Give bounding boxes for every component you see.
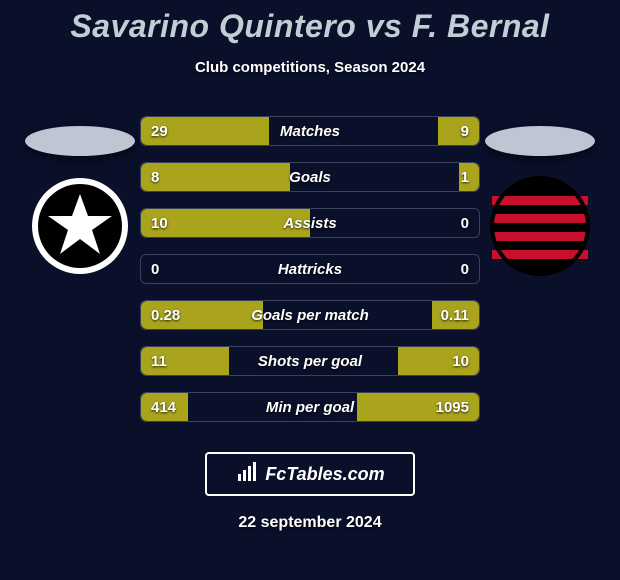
stat-row: 0Hattricks0 bbox=[140, 254, 480, 284]
date-label: 22 september 2024 bbox=[238, 514, 381, 532]
stat-value-left: 414 bbox=[141, 399, 201, 416]
stat-value-right: 0 bbox=[419, 261, 479, 278]
stat-row: 11Shots per goal10 bbox=[140, 346, 480, 376]
stat-value-left: 10 bbox=[141, 215, 201, 232]
player-right-ellipse bbox=[485, 126, 595, 156]
flamengo-crest-icon bbox=[490, 176, 590, 276]
stat-value-right: 9 bbox=[419, 123, 479, 140]
stat-value-right: 1 bbox=[419, 169, 479, 186]
stat-label: Assists bbox=[201, 215, 419, 232]
stat-value-left: 11 bbox=[141, 353, 201, 370]
page-title: Savarino Quintero vs F. Bernal bbox=[70, 8, 549, 45]
subtitle: Club competitions, Season 2024 bbox=[195, 59, 425, 76]
stat-value-right: 0.11 bbox=[419, 307, 479, 324]
stat-value-left: 0.28 bbox=[141, 307, 201, 324]
comparison-panel: 29Matches98Goals110Assists00Hattricks00.… bbox=[0, 116, 620, 422]
player-left-side bbox=[20, 116, 140, 276]
stat-row: 8Goals1 bbox=[140, 162, 480, 192]
stat-row: 10Assists0 bbox=[140, 208, 480, 238]
botafogo-crest-icon bbox=[30, 176, 130, 276]
brand-label: FcTables.com bbox=[265, 464, 384, 485]
player-right-side bbox=[480, 116, 600, 276]
player-left-ellipse bbox=[25, 126, 135, 156]
stat-label: Goals bbox=[201, 169, 419, 186]
stat-value-right: 1095 bbox=[419, 399, 479, 416]
stat-label: Matches bbox=[201, 123, 419, 140]
stat-value-left: 8 bbox=[141, 169, 201, 186]
stat-label: Min per goal bbox=[201, 399, 419, 416]
stat-label: Shots per goal bbox=[201, 353, 419, 370]
stat-label: Goals per match bbox=[201, 307, 419, 324]
chart-icon bbox=[235, 460, 259, 489]
stat-row: 29Matches9 bbox=[140, 116, 480, 146]
stat-value-left: 0 bbox=[141, 261, 201, 278]
stat-value-left: 29 bbox=[141, 123, 201, 140]
stat-row: 0.28Goals per match0.11 bbox=[140, 300, 480, 330]
stat-label: Hattricks bbox=[201, 261, 419, 278]
stat-row: 414Min per goal1095 bbox=[140, 392, 480, 422]
stats-list: 29Matches98Goals110Assists00Hattricks00.… bbox=[140, 116, 480, 422]
stat-value-right: 10 bbox=[419, 353, 479, 370]
stat-value-right: 0 bbox=[419, 215, 479, 232]
brand-badge[interactable]: FcTables.com bbox=[205, 452, 415, 496]
